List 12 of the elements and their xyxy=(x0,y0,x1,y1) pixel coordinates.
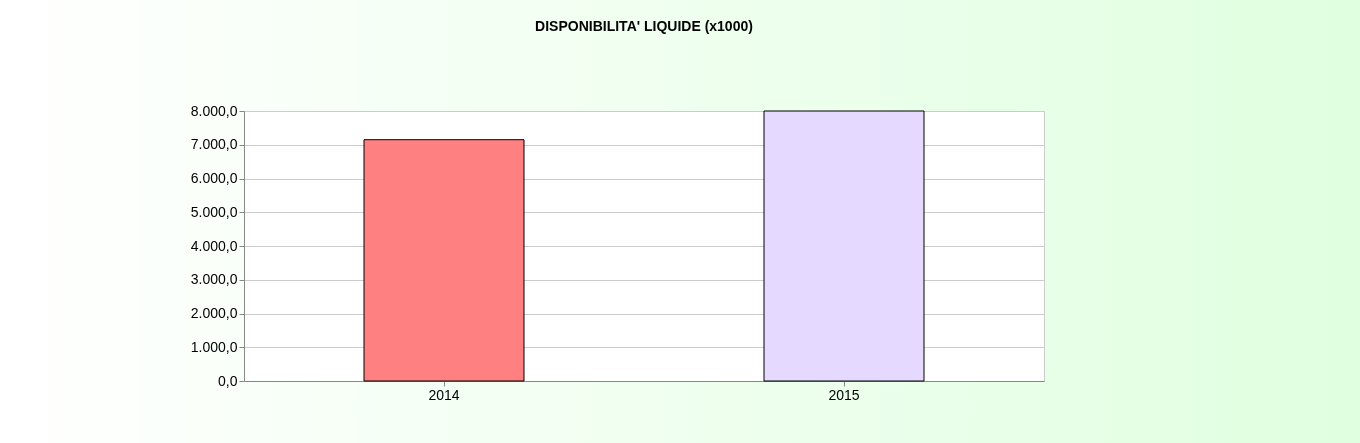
y-tick-label: 4.000,0 xyxy=(190,237,238,254)
y-tick-label: 5.000,0 xyxy=(190,203,238,220)
x-tick-label: 2014 xyxy=(428,386,460,403)
y-tick-label: 3.000,0 xyxy=(190,271,238,288)
x-tick-label: 2015 xyxy=(828,386,860,403)
chart-title: DISPONIBILITA' LIQUIDE (x1000) xyxy=(535,18,753,34)
y-tick-label: 8.000,0 xyxy=(190,102,238,119)
y-tick-label: 7.000,0 xyxy=(190,136,238,153)
y-tick-label: 2.000,0 xyxy=(190,305,238,321)
y-tick-label: 6.000,0 xyxy=(190,170,238,186)
y-tick-label: 1.000,0 xyxy=(190,338,238,355)
y-tick-label: 0,0 xyxy=(218,372,238,389)
